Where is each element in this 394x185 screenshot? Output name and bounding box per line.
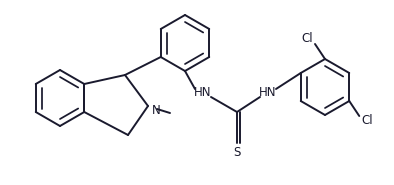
Text: N: N <box>152 105 161 117</box>
Text: HN: HN <box>259 87 277 100</box>
Text: Cl: Cl <box>301 33 313 46</box>
Text: Cl: Cl <box>361 115 373 127</box>
Text: S: S <box>233 147 241 159</box>
Text: HN: HN <box>194 87 212 100</box>
